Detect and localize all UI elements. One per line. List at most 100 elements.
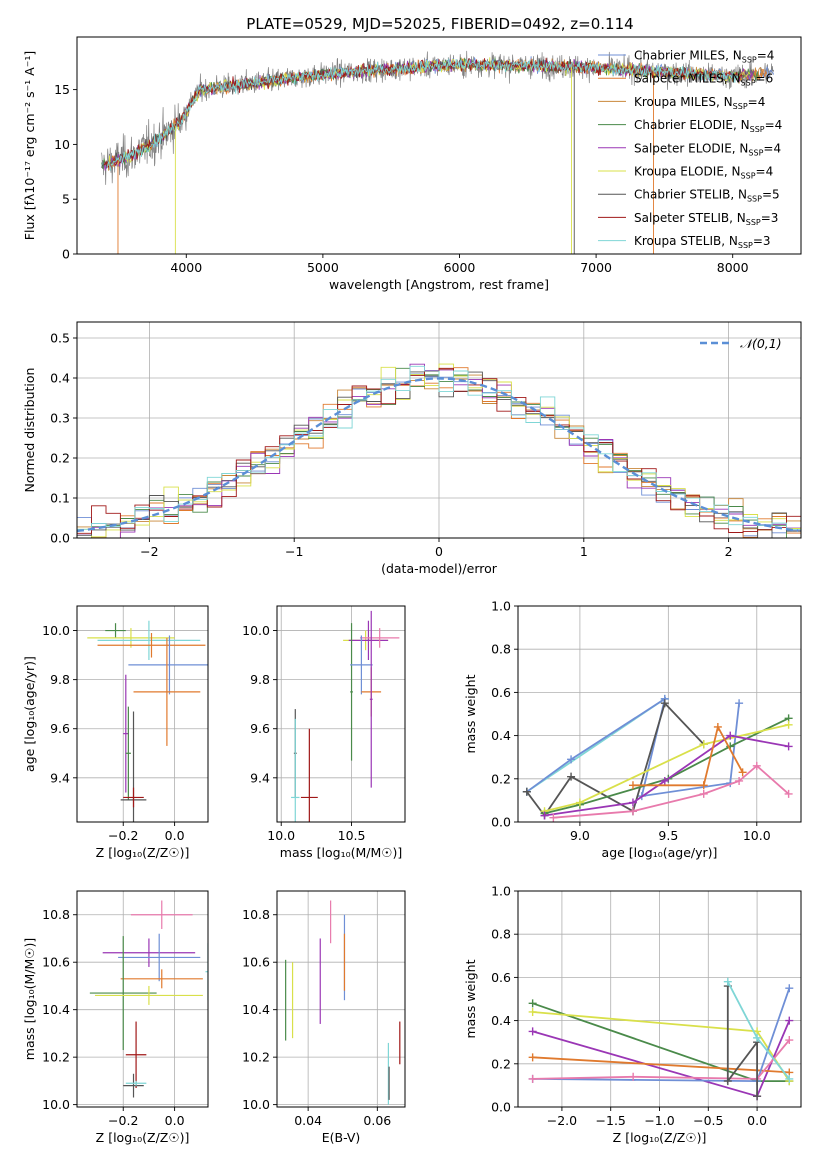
plus-marker [723,977,732,986]
residuals-axes: −2 −1 0 1 2 0.0 0.1 0.2 0.3 0.4 0.5 (data-model)/er… [22,321,802,576]
plus-marker [726,731,735,740]
y-tick-label: 0.2 [491,1056,511,1071]
mass-age-frame: 10.0 10.5 9.4 9.6 9.8 10.0 mass [log₁₀(M/M☉)] [242,623,402,860]
z-age-frame: −0.2 0.0 9.4 9.6 9.8 10.0 Z [log₁₀(Z/Z☉)] age [… [22,623,189,860]
figure-title: PLATE=0529, MJD=52025, FIBERID=0492, z=0… [246,15,633,33]
z-weight-plot-area [518,891,801,1107]
y-tick-label: 0.5 [50,331,70,346]
x-axis-label: Z [log₁₀(Z/Z☉)] [96,1130,190,1145]
legend-entry: Kroupa STELIB, NSSP=3 [634,234,771,250]
x-tick-label: 10.0 [743,828,771,843]
error-bar-point [118,933,201,982]
x-axis-label: E(B-V) [322,1130,361,1145]
x-tick-label: −1 [285,544,303,559]
plus-marker [540,811,549,820]
y-tick-label: 10.0 [42,623,70,638]
legend-entry: Chabrier ELODIE, NSSP=4 [634,118,782,134]
y-tick-label: 10.2 [42,1050,70,1065]
error-bar-point [125,1021,147,1089]
plus-marker [528,1027,537,1036]
plus-marker [528,1053,537,1062]
y-tick-label: 9.8 [50,672,70,687]
plus-marker [735,776,744,785]
mass-age-axes: 10.0 10.5 9.4 9.6 9.8 10.0 mass [log₁₀(M/M☉)] [242,605,406,860]
plus-marker [660,776,669,785]
plus-marker [699,781,708,790]
x-axis-label: Z [log₁₀(Z/Z☉)] [613,1130,707,1145]
y-tick-label: 10.8 [42,907,70,922]
z-mass-plot-area [77,891,208,1107]
y-tick-label: 0.8 [491,927,511,942]
spectrum-plot-area [101,50,775,254]
normal-reference-curve [77,377,799,533]
x-axis-label: wavelength [Angstrom, rest frame] [329,277,549,292]
y-tick-label: 10.6 [242,955,270,970]
plus-marker [629,1072,638,1081]
y-tick-label: 9.8 [250,672,270,687]
y-tick-label: 0.2 [491,771,511,786]
residuals-legend: 𝒩(0,1) [700,336,782,351]
axes-frame [76,890,209,1108]
x-axis-label: mass [log₁₀(M/M☉)] [280,845,402,860]
y-tick-label: 0.6 [491,970,511,985]
legend-entry: Kroupa MILES, NSSP=4 [634,95,765,111]
y-tick-label: 10.4 [42,1002,70,1017]
error-bar-point [359,628,400,648]
axes-frame [276,605,406,823]
plus-marker [628,807,637,816]
error-bar-point [97,620,201,660]
plus-marker [785,984,794,993]
mass-weight-line [532,1020,791,1098]
x-tick-label: 9.0 [570,828,590,843]
x-tick-label: −2.0 [547,1113,577,1128]
z-mass-axes: −0.2 0.0 10.0 10.2 10.4 10.6 10.8 Z [log₁₀(Z/Z☉… [22,890,209,1145]
error-bar-point [350,623,353,761]
x-tick-label: 8000 [717,260,749,275]
x-tick-label: 2 [725,544,733,559]
x-tick-label: 0.06 [363,1113,391,1128]
x-axis-label: Z [log₁₀(Z/Z☉)] [96,845,190,860]
legend-entry: Chabrier STELIB, NSSP=5 [634,188,780,204]
plus-marker [785,1016,794,1025]
plus-marker [628,798,637,807]
y-tick-label: 0.4 [491,728,511,743]
mass-weight-line [526,696,740,798]
y-tick-label: 1.0 [491,599,511,614]
error-bar-point [205,943,208,1001]
plus-marker [738,768,747,777]
x-tick-label: 7000 [580,260,612,275]
y-tick-label: 0.4 [491,1013,511,1028]
plus-marker [735,699,744,708]
y-tick-label: 10.0 [242,1097,270,1112]
y-tick-label: 10.8 [242,907,270,922]
y-tick-label: 0.4 [50,371,70,386]
axes-frame [76,321,802,539]
legend-entry: Salpeter ELODIE, NSSP=4 [634,141,781,157]
residuals-plot-area [77,322,801,538]
y-tick-label: 0.0 [50,531,70,546]
y-tick-label: 9.4 [50,770,70,785]
plus-marker [628,781,637,790]
x-tick-label: 10.5 [338,828,366,843]
y-axis-label: mass weight [463,674,478,753]
y-tick-label: 9.4 [250,770,270,785]
mass-weight-line [532,1056,790,1074]
x-tick-label: 6000 [444,260,476,275]
x-tick-label: 10.0 [267,828,295,843]
z-age-axes: −0.2 0.0 9.4 9.6 9.8 10.0 Z [log₁₀(Z/Z☉)] age [… [22,605,209,860]
y-tick-label: 10.0 [242,623,270,638]
plus-marker [575,798,584,807]
plus-marker [752,761,761,770]
error-bar-point [94,985,203,1005]
error-bar-point [291,718,300,822]
x-tick-label: 0 [435,544,443,559]
mass-weight-line [726,986,758,1097]
y-axis-label: mass [log₁₀(M/M☉)] [22,938,37,1060]
plus-marker [713,722,722,731]
x-tick-label: −2 [140,544,158,559]
ebv-mass-axes: 0.04 0.06 10.0 10.2 10.4 10.6 10.8 E(B-V) [242,890,406,1145]
plus-marker [784,742,793,751]
x-tick-label: −1.5 [596,1113,626,1128]
